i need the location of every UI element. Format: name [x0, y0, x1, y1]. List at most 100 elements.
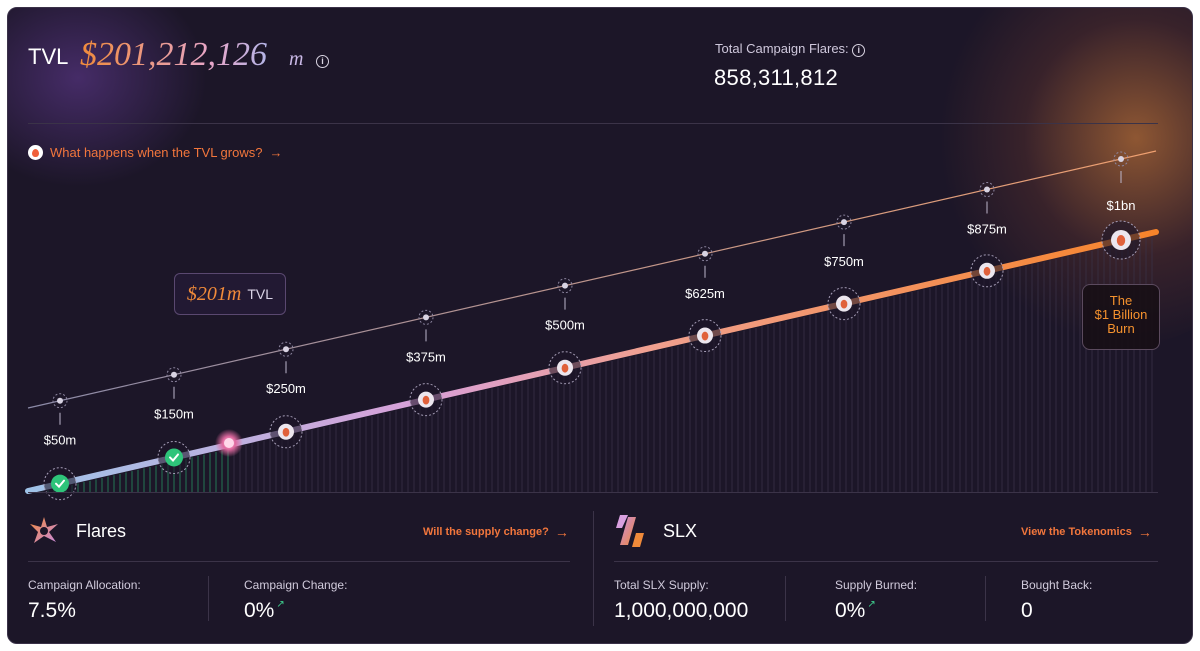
flame-icon	[422, 395, 430, 405]
campaign-allocation-label: Campaign Allocation:	[28, 578, 141, 592]
projection-line	[27, 150, 1157, 409]
milestone-label: $1bn	[1107, 198, 1136, 213]
milestone-label: $50m	[44, 433, 77, 448]
milestone-upper-ring	[697, 246, 713, 262]
flares-logo-icon	[28, 515, 60, 547]
milestone-check-bg	[51, 474, 69, 493]
campaign-change-label: Campaign Change:	[244, 578, 348, 592]
milestone-upper-dot	[423, 314, 429, 321]
milestone-upper-ring	[166, 367, 182, 383]
flame-icon	[561, 363, 569, 373]
flame-icon	[282, 427, 290, 437]
supply-burned-value: 0% ↗	[835, 599, 876, 623]
current-tvl-marker: $201m TVL	[174, 273, 286, 315]
current-tvl-marker-value: $201m	[186, 282, 242, 305]
flame-icon	[983, 266, 991, 276]
flame-icon	[701, 331, 709, 341]
milestone-0[interactable]: $50m	[43, 393, 77, 501]
milestone-upper-ring	[52, 393, 68, 409]
campaign-allocation-value: 7.5%	[28, 599, 76, 622]
milestone-2[interactable]: $250m	[266, 341, 306, 449]
supply-change-link-text: Will the supply change?	[423, 526, 549, 538]
milestone-label: $150m	[154, 407, 194, 422]
milestone-label: $250m	[266, 381, 306, 396]
milestone-check-bg	[165, 448, 183, 467]
milestone-upper-ring	[278, 341, 294, 357]
tvl-value: $201,212,126	[80, 36, 267, 73]
slx-logo-icon	[616, 513, 646, 549]
chart-baseline	[28, 492, 1158, 493]
tvl-growth-link[interactable]: What happens when the TVL grows? →	[28, 145, 282, 160]
total-flares-value: 858,311,812	[714, 65, 839, 90]
trend-up-icon: ↗	[867, 599, 876, 610]
milestone-label: $375m	[406, 349, 446, 364]
supply-change-link[interactable]: Will the supply change? →	[423, 524, 569, 540]
tvl-info-icon[interactable]: i	[316, 55, 329, 68]
flares-info-icon[interactable]: i	[852, 44, 866, 57]
supply-burned-number: 0%	[835, 599, 866, 622]
milestone-upper-ring	[557, 278, 573, 294]
arrow-right-icon: →	[554, 524, 569, 540]
milestone-upper-dot	[1118, 155, 1124, 162]
milestone-upper-dot	[57, 397, 63, 404]
bought-back-value: 0	[1021, 599, 1033, 622]
total-supply-label: Total SLX Supply:	[614, 578, 709, 592]
campaign-change-number: 0%	[244, 599, 275, 622]
check-icon	[169, 453, 179, 462]
milestone-upper-ring	[836, 214, 852, 230]
milestone-upper-ring	[418, 309, 434, 325]
flame-icon	[1116, 235, 1126, 247]
bought-back-label: Bought Back:	[1021, 578, 1093, 592]
tvl-growth-link-text: What happens when the TVL grows?	[50, 145, 263, 160]
tokenomics-link[interactable]: View the Tokenomics →	[1021, 524, 1152, 540]
milestone-chart: $50m $150m $250m $375m $500m $625m $750m $875m $…	[25, 150, 1159, 501]
flares-divider	[28, 561, 570, 562]
slx-title: SLX	[663, 521, 698, 541]
total-flares-label: Total Campaign Flares: i	[715, 41, 866, 57]
flares-title: Flares	[76, 521, 127, 541]
tokenomics-link-text: View the Tokenomics	[1021, 526, 1132, 538]
milestone-upper-dot	[984, 186, 990, 193]
milestone-label: $750m	[824, 254, 864, 269]
tvl-unit: m	[289, 48, 304, 70]
milestone-label: $500m	[545, 318, 585, 333]
current-tvl-dot-core	[224, 438, 234, 448]
milestone-3[interactable]: $375m	[406, 309, 446, 417]
chart-hatch-lines	[35, 236, 1153, 494]
stat-separator	[785, 576, 786, 621]
milestone-6[interactable]: $750m	[824, 214, 864, 321]
header-divider	[28, 123, 1158, 124]
milestone-8[interactable]: $1bn	[1101, 151, 1141, 260]
total-supply-value: 1,000,000,000	[614, 599, 749, 622]
burn-card-line2: $1 Billion	[1094, 307, 1148, 322]
milestone-5[interactable]: $625m	[685, 246, 725, 353]
burn-card-line1: The	[1109, 293, 1133, 308]
milestone-upper-dot	[562, 282, 568, 289]
slx-divider	[614, 561, 1158, 562]
supply-burned-label: Supply Burned:	[835, 578, 918, 592]
billion-burn-card[interactable]: The $1 Billion Burn	[1082, 284, 1160, 350]
milestone-upper-dot	[171, 371, 177, 378]
section-separator	[593, 511, 594, 626]
milestone-7[interactable]: $875m	[967, 182, 1007, 288]
milestone-1[interactable]: $150m	[154, 367, 194, 474]
stat-separator	[985, 576, 986, 621]
milestone-upper-dot	[283, 346, 289, 353]
trend-up-icon: ↗	[276, 599, 285, 610]
arrow-right-icon: →	[1137, 524, 1152, 540]
milestone-4[interactable]: $500m	[545, 278, 585, 385]
milestone-upper-dot	[702, 250, 708, 257]
burn-card-line3: Burn	[1107, 321, 1135, 336]
tvl-dashboard-panel: TVL $201,212,126 m i Total Campaign Flar…	[7, 7, 1193, 644]
milestone-label: $875m	[967, 222, 1007, 237]
flame-icon	[840, 299, 848, 309]
milestone-upper-ring	[1113, 151, 1129, 167]
arrow-right-icon: →	[269, 145, 283, 160]
flame-icon	[28, 145, 43, 160]
milestone-label: $625m	[685, 286, 725, 301]
check-icon	[55, 479, 65, 489]
milestone-upper-dot	[841, 219, 847, 226]
campaign-change-value: 0% ↗	[244, 599, 285, 623]
stat-separator	[208, 576, 209, 621]
tvl-label: TVL	[28, 44, 69, 69]
